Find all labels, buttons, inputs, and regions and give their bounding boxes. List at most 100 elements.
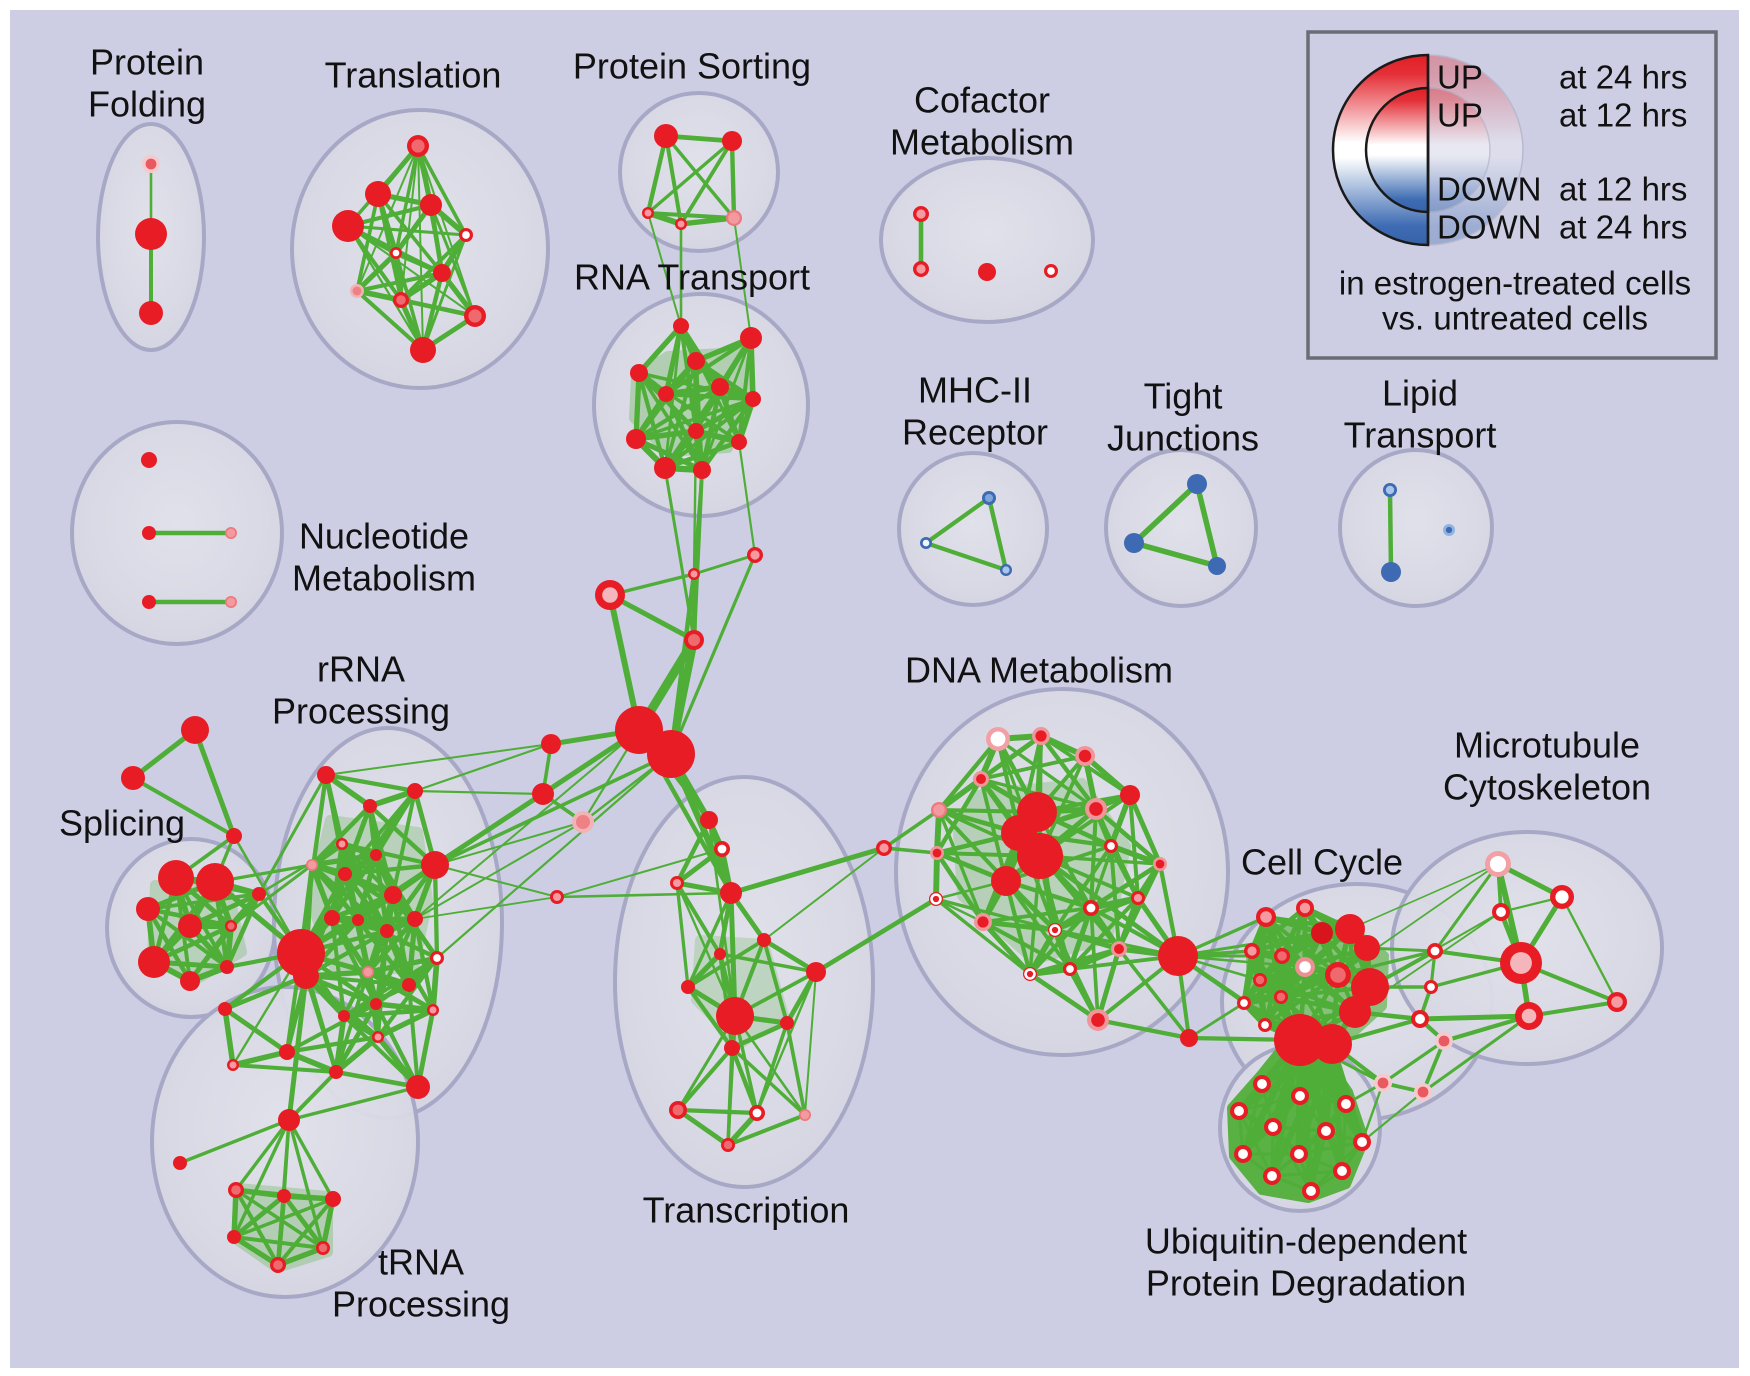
edge-514 [1068,896,1140,971]
node-lipid-transport-51 [1381,562,1401,582]
legend-time-1: at 12 hrs [1559,97,1687,134]
node-rrna-processing-103 [532,783,554,805]
node-transcription-105 [700,811,718,829]
edge-37 [356,270,443,294]
edge-110 [664,439,740,471]
edge-621 [1259,972,1339,983]
node-dna-metabolism-125 [973,771,989,787]
edge-407 [414,896,558,920]
cluster-ellipse-trna-processing [150,985,420,1299]
node-rrna-processing-89 [279,1044,295,1060]
legend-circle-12h-faded [1427,87,1491,213]
node-trna-processing-97 [227,1230,241,1244]
edge-373 [686,892,733,988]
edge-136 [192,729,237,837]
edge-52 [679,140,734,225]
node-ubiquitin-degradation-182 [1353,1133,1371,1151]
edge-311 [299,789,417,955]
cluster-label-tight-junctions-1: Junctions [1107,418,1259,459]
node-rna-transport-30 [688,423,704,439]
edge-524 [1027,928,1058,976]
edge-62 [636,324,684,375]
node-dna-metabolism-127 [930,846,944,860]
edge-9 [400,145,419,301]
node-protein-sorting-18 [726,210,742,226]
edge-25 [347,225,424,351]
edge-109 [634,436,704,473]
node-dna-metabolism-124 [1075,746,1095,766]
cluster-label-trna-processing-1: Processing [332,1284,510,1325]
edge-5 [416,145,468,236]
edge-530 [1095,948,1122,1021]
edge-416 [763,847,885,941]
node-protein-folding-0 [142,155,160,173]
node-cell-cycle-148 [1296,899,1314,917]
edge-581 [1251,927,1351,953]
edge-552 [1188,1001,1245,1040]
node-cell-cycle-164 [1427,943,1443,959]
edge-748 [1361,1091,1424,1143]
node-microtubule-cytoskeleton-170 [1485,851,1511,877]
node-rrna-processing-80 [430,951,444,965]
edge-50 [664,134,736,220]
node-translation-7 [459,228,473,242]
edge-329 [232,1194,286,1239]
node-rna-transport-37 [595,580,625,610]
edge-120 [608,592,696,643]
node-ubiquitin-degradation-179 [1230,1102,1248,1120]
node-cell-cycle-153 [1274,948,1290,964]
cluster-ellipse-cofactor-metabolism [879,156,1095,324]
edge-171 [325,772,416,794]
cluster-labels-layer: Protein Folding Translation Protein Sort… [59,42,1651,1325]
edge-411 [804,971,817,1116]
node-rna-transport-101 [647,730,695,778]
edge-415 [814,897,938,974]
legend-caption-0: in estrogen-treated cells [1339,265,1691,302]
edge-132 [1194,483,1220,567]
node-microtubule-cytoskeleton-174 [1515,1002,1543,1030]
edge-128 [924,496,991,545]
edge-212 [330,853,378,920]
node-rna-transport-29 [745,391,761,407]
node-splicing-55 [226,828,242,844]
node-rrna-processing-84 [370,998,382,1010]
edge-412 [730,845,885,896]
edge-537 [1097,1017,1190,1041]
legend-time-0: at 24 hrs [1559,59,1687,96]
node-transcription-119 [799,1109,811,1121]
cluster-label-transcription-0: Transcription [643,1190,850,1231]
edge-681 [1528,1000,1618,1018]
edge-355 [434,752,672,867]
node-rrna-processing-65 [317,766,335,784]
node-cell-cycle-167 [1435,1032,1453,1050]
edge-521 [1089,907,1100,1021]
cluster-label-rrna-processing-0: rRNA [317,649,405,690]
edge-497 [1110,843,1161,867]
edge-269 [367,955,438,975]
node-protein-folding-1 [135,218,167,250]
node-cofactor-metabolism-20 [913,261,929,277]
cluster-label-cofactor-metabolism-1: Metabolism [890,122,1074,163]
node-nucleotide-metabolism-43 [225,596,237,608]
edge-381 [762,939,789,1024]
cluster-label-protein-sorting-0: Protein Sorting [573,46,811,87]
node-rrna-processing-72 [421,851,449,879]
cluster-label-nucleotide-metabolism-0: Nucleotide [299,516,469,557]
edge-425 [979,734,1043,781]
node-mhc-ii-receptor-45 [920,537,932,549]
node-rna-transport-26 [630,364,648,382]
node-rrna-processing-82 [402,978,416,992]
node-transcription-120 [721,1138,735,1152]
node-rrna-processing-68 [336,838,348,850]
node-dna-metabolism-122 [986,727,1010,751]
edge-100 [635,397,754,441]
node-trna-processing-96 [325,1191,341,1207]
cluster-label-mhc-ii-receptor-1: Receptor [902,412,1048,453]
node-microtubule-cytoskeleton-175 [1607,992,1627,1012]
node-cell-cycle-155 [1325,962,1351,988]
node-rrna-processing-78 [277,929,325,977]
node-rrna-processing-87 [329,1065,343,1079]
edge-331 [275,1195,287,1266]
node-transcription-108 [720,882,742,904]
